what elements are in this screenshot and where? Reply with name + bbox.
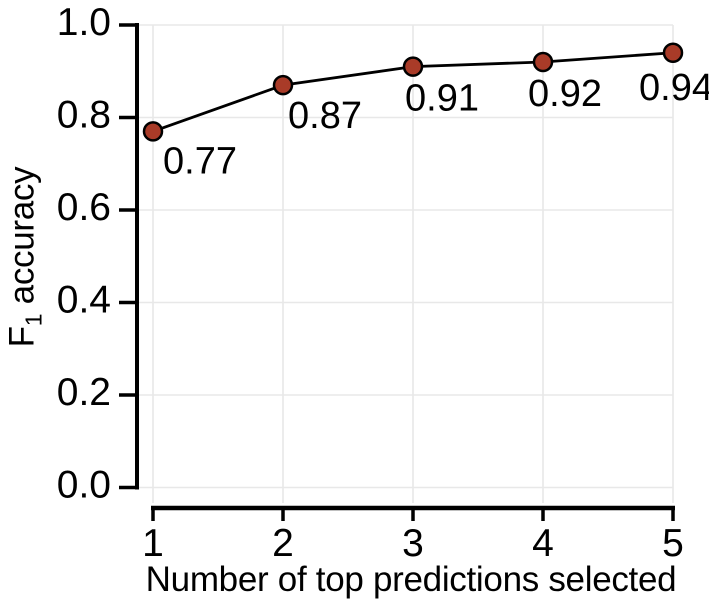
y-axis-title-rest: accuracy — [2, 166, 42, 314]
y-tick-label: 0.8 — [57, 94, 111, 137]
data-point-label: 0.92 — [528, 73, 602, 115]
data-point-label: 0.94 — [639, 67, 709, 109]
y-tick-label: 0.0 — [57, 464, 111, 507]
x-tick-label: 5 — [662, 522, 684, 565]
data-point-marker — [272, 74, 294, 96]
y-axis-title: F1 accuracy — [2, 166, 47, 348]
x-axis-title: Number of top predictions selected — [145, 560, 677, 599]
x-tick-label: 2 — [272, 522, 294, 565]
y-axis-title-subscript: 1 — [20, 313, 47, 327]
y-tick-label: 0.4 — [57, 279, 111, 322]
x-tick-label: 1 — [142, 522, 164, 565]
data-point-marker — [402, 56, 424, 77]
data-point-marker — [662, 42, 684, 63]
x-tick-label: 4 — [532, 522, 554, 565]
y-tick-label: 1.0 — [57, 1, 111, 44]
data-point-label: 0.91 — [405, 78, 479, 120]
data-point-label: 0.77 — [163, 140, 237, 182]
y-tick-label: 0.6 — [57, 186, 111, 229]
data-point-label: 0.87 — [288, 95, 362, 137]
data-point-marker — [142, 121, 164, 142]
data-point-marker — [532, 51, 554, 73]
x-tick-label: 3 — [402, 522, 424, 565]
y-tick-label: 0.2 — [57, 371, 111, 414]
y-axis-title-prefix: F — [2, 326, 42, 348]
